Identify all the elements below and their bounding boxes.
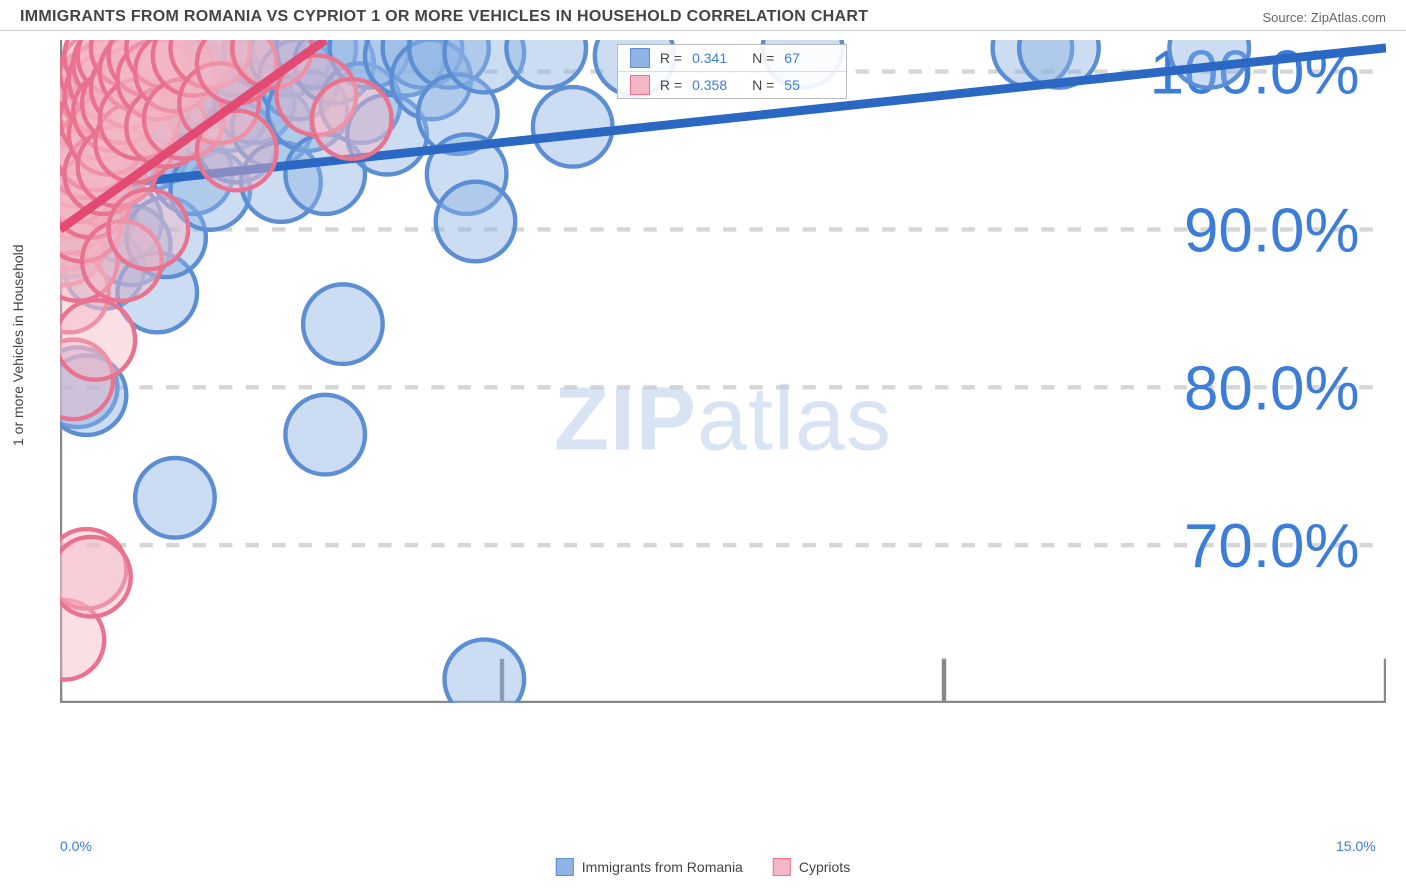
stats-n-value: 67 (784, 50, 834, 66)
x-min-label: 0.0% (60, 838, 92, 854)
stats-r-label: R = (660, 50, 682, 66)
y-axis-label: 1 or more Vehicles in Household (10, 244, 26, 446)
x-max-label: 15.0% (1336, 838, 1376, 854)
stats-row: R = 0.341 N = 67 (618, 45, 846, 71)
stats-r-value: 0.341 (692, 50, 742, 66)
stats-n-label: N = (752, 77, 774, 93)
stats-row: R = 0.358 N = 55 (618, 71, 846, 98)
svg-text:70.0%: 70.0% (1184, 512, 1359, 581)
stats-n-label: N = (752, 50, 774, 66)
legend-swatch (556, 858, 574, 876)
series-swatch (630, 75, 650, 95)
stats-r-value: 0.358 (692, 77, 742, 93)
svg-text:80.0%: 80.0% (1184, 354, 1359, 423)
source-label: Source: ZipAtlas.com (1262, 10, 1386, 25)
legend-label: Cypriots (799, 859, 850, 875)
legend-swatch (773, 858, 791, 876)
chart-title: IMMIGRANTS FROM ROMANIA VS CYPRIOT 1 OR … (20, 8, 868, 26)
legend-label: Immigrants from Romania (582, 859, 743, 875)
legend-bottom: Immigrants from Romania Cypriots (556, 858, 850, 876)
scatter-plot: 70.0%80.0%90.0%100.0% (60, 40, 1386, 703)
series-swatch (630, 48, 650, 68)
stats-n-value: 55 (784, 77, 834, 93)
svg-text:90.0%: 90.0% (1184, 197, 1359, 266)
chart-area: 70.0%80.0%90.0%100.0% ZIPatlas R = 0.341… (60, 40, 1386, 832)
title-bar: IMMIGRANTS FROM ROMANIA VS CYPRIOT 1 OR … (0, 0, 1406, 31)
legend-item: Immigrants from Romania (556, 858, 743, 876)
stats-r-label: R = (660, 77, 682, 93)
legend-item: Cypriots (773, 858, 850, 876)
stats-box: R = 0.341 N = 67 R = 0.358 N = 55 (617, 44, 847, 99)
